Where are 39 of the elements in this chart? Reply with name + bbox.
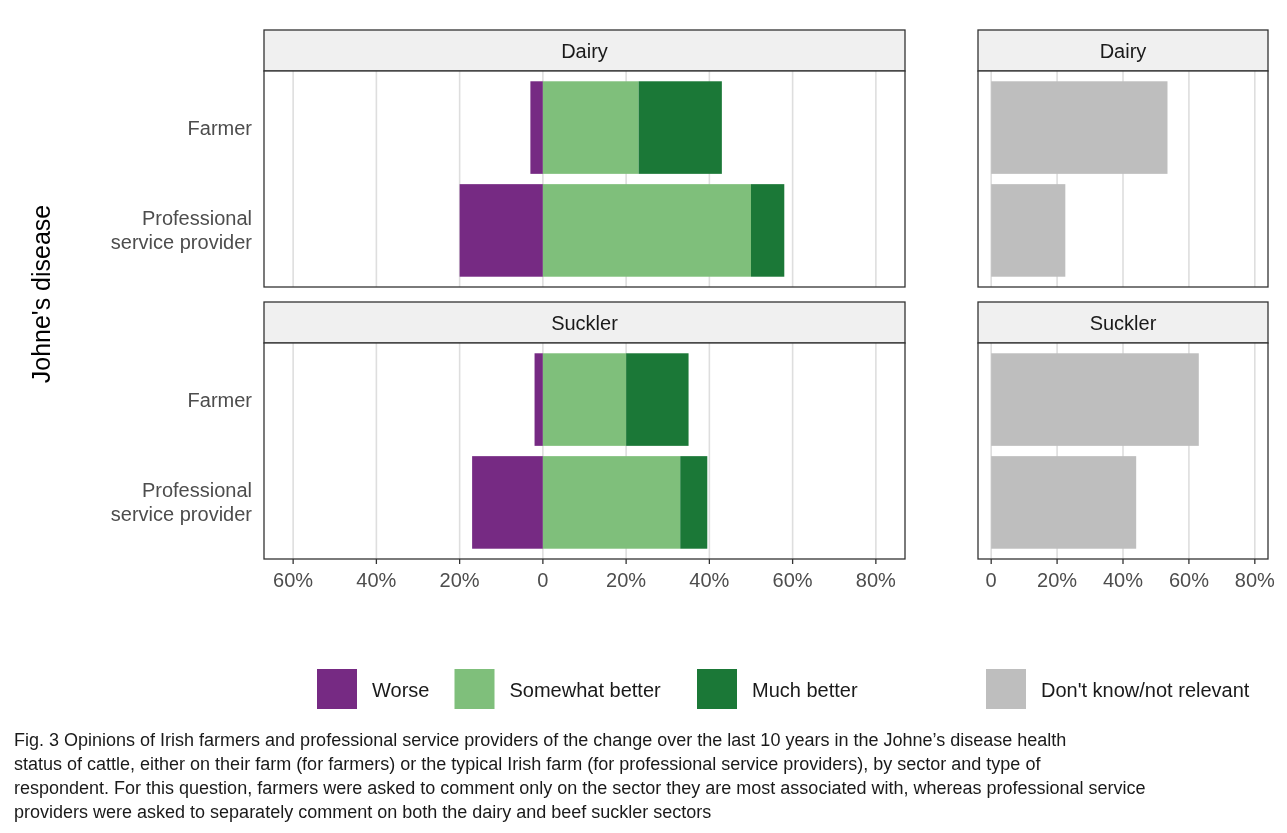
legend-label: Much better [752, 679, 858, 701]
legend-label: Somewhat better [509, 679, 662, 701]
x-tick-label: 80% [1234, 569, 1276, 591]
legend-label: Don't know/not relevant [1041, 679, 1250, 701]
bar [472, 456, 543, 549]
chart-title: Dairy [1099, 39, 1147, 62]
caption: Fig. 3 Opinions of Irish farmers and professional service providers of the change over the last 10 years in the Johne’s disease health status of cattle, either on their farm (for farmers) or the typical Irish farm (for professional service providers), by sector and type of respondent. For this question, farmers were asked to comment only on the sector they are most associated with, whereas professional service providers were asked to separately comment on both the dairy and beef suckler sectors [14, 730, 1146, 822]
x-tick-label: 20% [439, 569, 480, 591]
y-axis-title: Johne's disease [27, 204, 55, 384]
bar [750, 184, 785, 277]
chart-title: Suckler [551, 311, 619, 334]
y-tick-label: Farmer [187, 116, 253, 139]
bar [459, 184, 543, 277]
y-tick-label: Farmer [187, 388, 253, 411]
x-tick-label: 60% [1168, 569, 1210, 591]
bar [542, 456, 681, 549]
bar [542, 184, 751, 277]
x-tick-label: 20% [1037, 569, 1078, 591]
bar [542, 81, 639, 174]
x-tick-label: 40% [1102, 569, 1144, 591]
x-tick-label: 0 [537, 569, 549, 591]
chart-title: Suckler [1089, 311, 1157, 334]
bar [680, 456, 708, 549]
x-tick-label: 60% [772, 569, 813, 591]
bar [530, 81, 543, 174]
chart-title: Dairy [561, 39, 608, 62]
y-tick-label: Professional service provider [110, 207, 253, 254]
y-tick-label: Professional service provider [110, 479, 253, 526]
x-tick-label: 40% [689, 569, 730, 591]
legend-label: Worse [372, 679, 430, 701]
bar [638, 81, 722, 174]
bar [626, 353, 689, 446]
x-tick-label: 80% [855, 569, 897, 591]
x-tick-label: 20% [606, 569, 647, 591]
x-tick-label: 40% [356, 569, 397, 591]
x-tick-label: 60% [273, 569, 314, 591]
bar [542, 353, 627, 446]
x-tick-label: 0 [985, 569, 997, 591]
bar [534, 353, 543, 446]
